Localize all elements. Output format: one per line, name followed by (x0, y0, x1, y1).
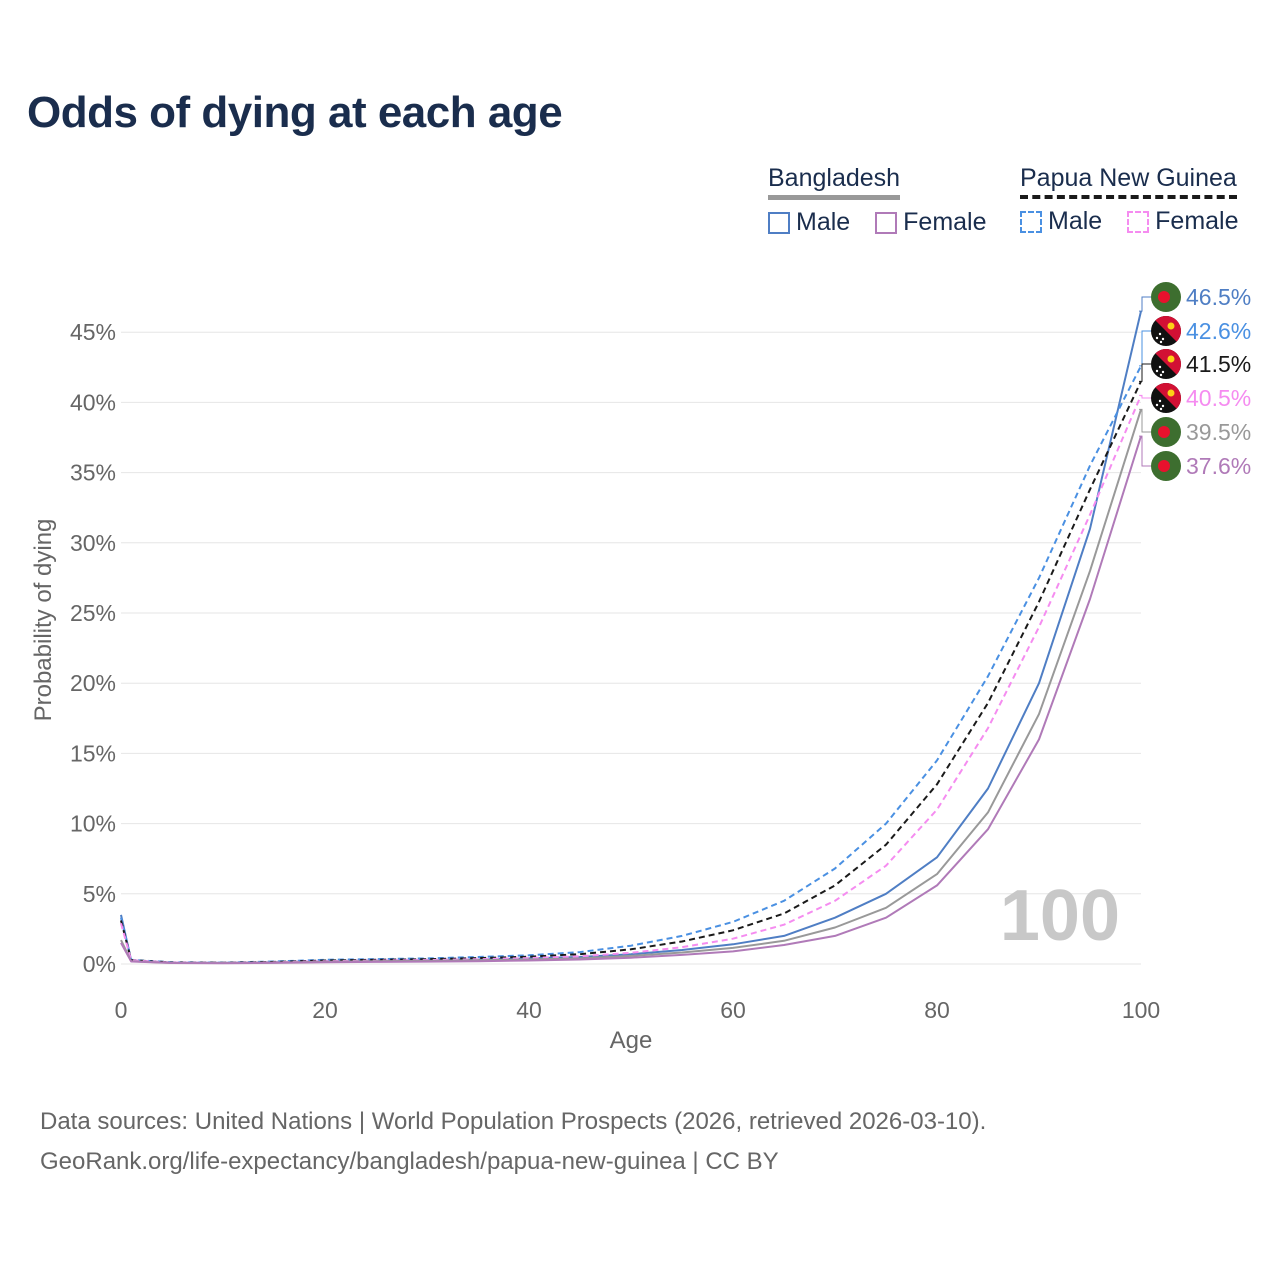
papua-new-guinea-flag-red (1155, 316, 1181, 342)
series-line-papua-new-guinea (120, 380, 1142, 964)
y-tick-label: 40% (70, 389, 116, 415)
footer-source: Data sources: United Nations | World Pop… (40, 1108, 987, 1135)
series-line-bangladesh-female (120, 435, 1142, 965)
y-tick-label: 0% (83, 951, 116, 977)
y-tick-label: 10% (70, 811, 116, 837)
papua-new-guinea-flag-star (1159, 340, 1163, 344)
y-tick-labels: 0% 5% 10% 15% 20% 25% 30% 35% 40% 45% (70, 319, 116, 977)
papua-new-guinea-flag-star (1155, 369, 1159, 373)
end-label-connector (1139, 394, 1151, 399)
papua-new-guinea-flag-star (1158, 365, 1162, 369)
legend-label-bd-female: Female (903, 208, 987, 236)
bangladesh-flag-disc (1158, 460, 1170, 472)
legend-label-bd-male: Male (796, 208, 851, 236)
papua-new-guinea-flag-red (1155, 383, 1181, 409)
series-line-bangladesh (120, 409, 1142, 964)
papua-new-guinea-flag-bird (1167, 389, 1175, 397)
age-watermark: 100 (1000, 876, 1120, 956)
legend-group-bangladesh: Bangladesh Male Female (768, 164, 1005, 241)
end-label-value: 37.6% (1186, 453, 1251, 479)
papua-new-guinea-flag-star (1161, 370, 1165, 374)
papua-new-guinea-flag-star (1158, 399, 1162, 403)
legend-swatch-png-female (1127, 210, 1150, 233)
y-tick-label: 30% (70, 530, 116, 556)
legend-head-bangladesh: Bangladesh (768, 164, 901, 200)
x-tick-label: 20 (312, 997, 338, 1023)
series-line-bangladesh-male (120, 310, 1142, 964)
y-axis-label: Probability of dying (30, 519, 57, 722)
legend-group-png: Papua New Guinea Male Female (1020, 164, 1239, 240)
papua-new-guinea-flag-star (1155, 336, 1159, 340)
papua-new-guinea-flag-star (1155, 403, 1159, 407)
bangladesh-flag-disc (1158, 426, 1170, 438)
bangladesh-flag-disc (1158, 291, 1170, 303)
end-label-connector (1139, 435, 1151, 467)
series-line-papua-new-guinea-male (120, 365, 1142, 964)
legend-swatch-bd-female (875, 211, 898, 234)
x-tick-label: 0 (115, 997, 128, 1023)
legend-label-png-male: Male (1048, 207, 1103, 235)
papua-new-guinea-flag-star (1158, 332, 1162, 336)
end-label-value: 42.6% (1186, 318, 1251, 344)
y-tick-label: 45% (70, 319, 116, 345)
footer-link[interactable]: GeoRank.org/life-expectancy/bangladesh/p… (40, 1148, 779, 1175)
y-tick-label: 35% (70, 460, 116, 486)
x-tick-label: 100 (1122, 997, 1160, 1023)
end-label-value: 39.5% (1186, 419, 1251, 445)
papua-new-guinea-flag-bird (1167, 355, 1175, 363)
legend-item-png-male[interactable]: Male (1020, 207, 1102, 236)
chart-title: Odds of dying at each age (27, 88, 563, 137)
y-tick-label: 25% (70, 600, 116, 626)
legend-swatch-bd-male (768, 211, 790, 234)
papua-new-guinea-flag-star (1159, 373, 1163, 377)
legend-item-png-female[interactable]: Female (1127, 207, 1239, 236)
series-lines (120, 310, 1142, 965)
end-label-connector (1139, 330, 1151, 367)
papua-new-guinea-flag-star (1161, 337, 1165, 341)
papua-new-guinea-flag-star (1159, 407, 1163, 411)
end-label-connector (1139, 408, 1151, 433)
end-labels: 46.5% 42.6% 41.5% 40.5% 39.5% 37.6% (1139, 282, 1251, 481)
x-tick-label: 60 (720, 997, 746, 1023)
series-line-papua-new-guinea-female (120, 395, 1142, 964)
x-tick-labels: 0 20 40 60 80 100 (115, 997, 1161, 1023)
legend-swatch-png-male (1020, 210, 1042, 233)
papua-new-guinea-flag-red (1155, 349, 1181, 375)
x-tick-label: 40 (516, 997, 542, 1023)
y-tick-label: 15% (70, 740, 116, 766)
legend-head-png: Papua New Guinea (1020, 164, 1237, 199)
end-label-connector (1139, 296, 1151, 312)
end-label-connector (1139, 363, 1151, 382)
y-tick-label: 20% (70, 670, 116, 696)
papua-new-guinea-flag-star (1161, 404, 1165, 408)
papua-new-guinea-flag-bird (1167, 322, 1175, 330)
legend-label-png-female: Female (1155, 207, 1239, 235)
end-label-value: 46.5% (1186, 284, 1251, 310)
legend-item-bd-male[interactable]: Male (768, 208, 850, 237)
end-label-value: 41.5% (1186, 351, 1251, 377)
x-axis-label: Age (610, 1027, 653, 1054)
legend-item-bd-female[interactable]: Female (875, 208, 987, 237)
x-tick-label: 80 (924, 997, 950, 1023)
grid-lines (121, 331, 1141, 965)
end-label-value: 40.5% (1186, 385, 1251, 411)
y-tick-label: 5% (83, 881, 116, 907)
